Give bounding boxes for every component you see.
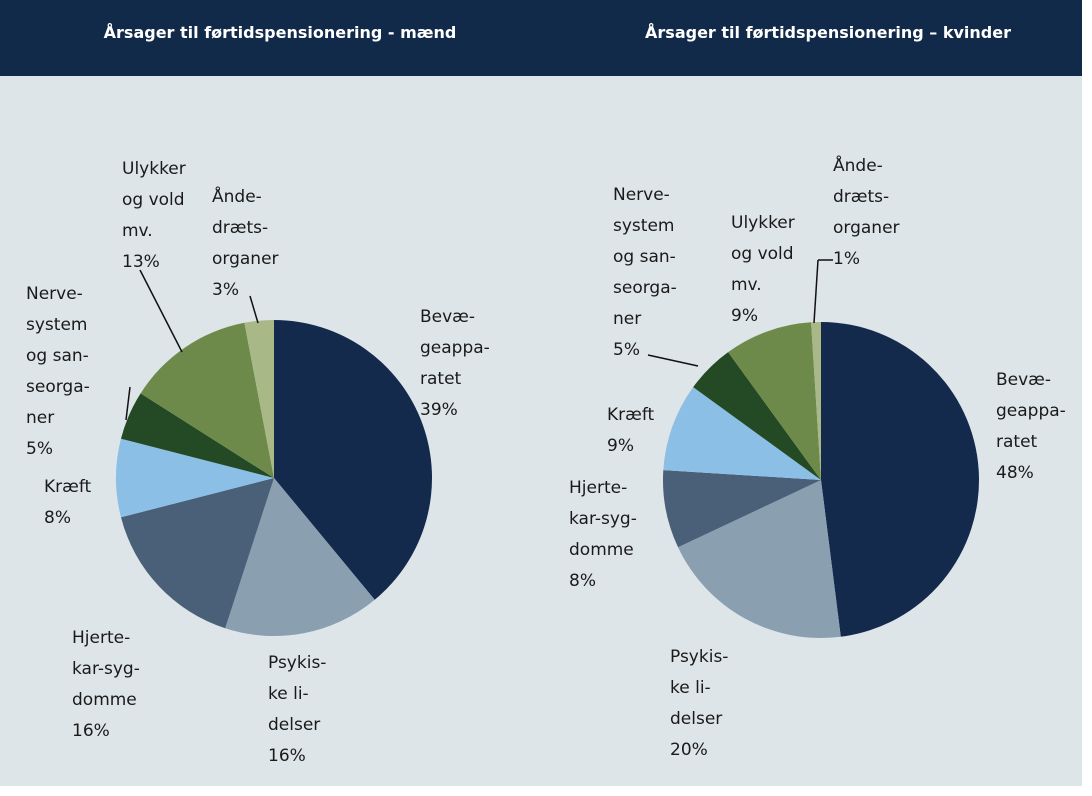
pie-slice <box>244 320 274 478</box>
chart-title: Årsager til førtidspensionering - mænd <box>104 23 457 42</box>
slice-label: Ånde- <box>833 154 883 176</box>
slice-label: Ånde- <box>212 185 262 207</box>
value-label: 5% <box>26 439 53 459</box>
pie-slice <box>811 322 821 480</box>
slice-label: ner <box>26 408 54 428</box>
slice-label: ke li- <box>670 678 711 698</box>
leader-line <box>813 259 819 324</box>
slice-label: Kræft <box>607 405 655 425</box>
header <box>0 0 1082 76</box>
value-label: 5% <box>613 340 640 360</box>
slice-label: kar-syg- <box>72 659 140 679</box>
slice-label: Psykis- <box>268 653 326 673</box>
slice-label: seorga- <box>26 377 90 397</box>
value-label: 16% <box>268 746 306 766</box>
slice-label: system <box>26 315 87 335</box>
slice-label: system <box>613 216 674 236</box>
slice-label: mv. <box>122 221 153 241</box>
value-label: 1% <box>833 249 860 269</box>
pie-slice <box>120 478 274 629</box>
slice-label: Nerve- <box>613 185 670 205</box>
slice-label: organer <box>833 218 900 238</box>
pie-slice <box>225 478 375 636</box>
slice-label: og vold <box>122 190 185 210</box>
slice-label: domme <box>72 690 137 710</box>
slice-label: seorga- <box>613 278 677 298</box>
slice-label: dræts- <box>212 218 268 238</box>
slice-label: ratet <box>420 369 462 389</box>
value-label: 3% <box>212 280 239 300</box>
value-label: 48% <box>996 463 1034 483</box>
pie-slice <box>678 480 841 639</box>
slice-label: organer <box>212 249 279 269</box>
pie-slice <box>115 438 274 518</box>
slice-label: ke li- <box>268 684 309 704</box>
leader-line <box>249 295 259 324</box>
slice-label: kar-syg- <box>569 509 637 529</box>
value-label: 9% <box>607 436 634 456</box>
pie-slice <box>821 322 980 637</box>
value-label: 8% <box>569 571 596 591</box>
leader-line <box>647 354 699 367</box>
slice-label: domme <box>569 540 634 560</box>
slice-label: Bevæ- <box>996 370 1051 390</box>
slice-label: Psykis- <box>670 647 728 667</box>
value-label: 8% <box>44 508 71 528</box>
value-label: 16% <box>72 721 110 741</box>
pie-slice <box>693 352 821 480</box>
slice-label: delser <box>268 715 320 735</box>
slice-label: geappa- <box>996 401 1066 421</box>
slice-label: Kræft <box>44 477 92 497</box>
pie-slice <box>274 320 432 600</box>
value-label: 13% <box>122 252 160 272</box>
slice-label: Ulykker <box>731 213 795 233</box>
leader-line <box>139 269 183 353</box>
slice-label: Ulykker <box>122 159 186 179</box>
slice-label: delser <box>670 709 722 729</box>
slice-label: Hjerte- <box>72 628 130 648</box>
value-label: 9% <box>731 306 758 326</box>
slice-label: dræts- <box>833 187 889 207</box>
pie-slice <box>140 322 274 478</box>
slice-label: ner <box>613 309 641 329</box>
slice-label: Bevæ- <box>420 307 475 327</box>
slice-label: Hjerte- <box>569 478 627 498</box>
slice-label: og san- <box>613 247 676 267</box>
pie-slice <box>663 470 821 548</box>
slice-label: og vold <box>731 244 794 264</box>
value-label: 20% <box>670 740 708 760</box>
pie-slice <box>663 387 821 480</box>
pie-slice <box>728 322 821 480</box>
pie-slice <box>120 393 274 478</box>
value-label: 39% <box>420 400 458 420</box>
slice-label: Nerve- <box>26 284 83 304</box>
leader-line <box>125 386 131 421</box>
slice-label: mv. <box>731 275 762 295</box>
slice-label: ratet <box>996 432 1038 452</box>
slice-label: geappa- <box>420 338 490 358</box>
chart-title: Årsager til førtidspensionering – kvinde… <box>645 23 1011 42</box>
slice-label: og san- <box>26 346 89 366</box>
